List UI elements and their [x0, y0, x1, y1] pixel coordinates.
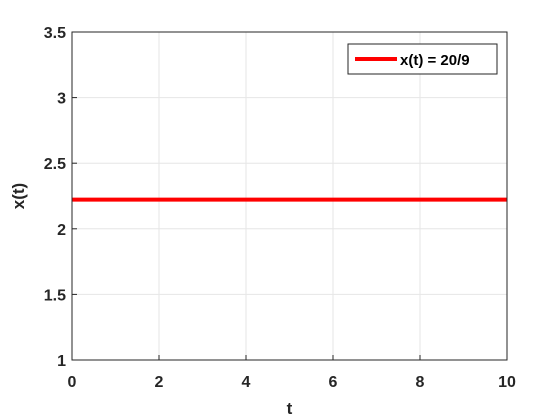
legend-label: x(t) = 20/9 [400, 52, 470, 69]
y-tick-label: 1.5 [44, 287, 66, 304]
x-tick-label: 4 [242, 374, 251, 391]
legend: x(t) = 20/9 [347, 43, 498, 75]
x-tick-label: 2 [155, 374, 164, 391]
y-tick-label: 2.5 [44, 156, 66, 173]
y-axis-label: x(t) [9, 183, 28, 209]
plot-frame [71, 31, 508, 361]
y-tick-label: 3.5 [44, 25, 66, 42]
x-tick-label: 8 [416, 374, 425, 391]
y-tick-label: 2 [57, 222, 66, 239]
plot-area [72, 32, 507, 360]
x-tick-label: 6 [329, 374, 338, 391]
x-axis-ticks: 0 2 4 6 8 10 [68, 355, 516, 391]
y-tick-label: 3 [57, 91, 66, 108]
x-tick-label: 10 [498, 374, 516, 391]
x-axis-label: t [287, 399, 293, 418]
y-axis-ticks: 1 1.5 2 2.5 3 3.5 [44, 25, 77, 370]
x-tick-label: 0 [68, 374, 77, 391]
y-tick-label: 1 [57, 353, 66, 370]
